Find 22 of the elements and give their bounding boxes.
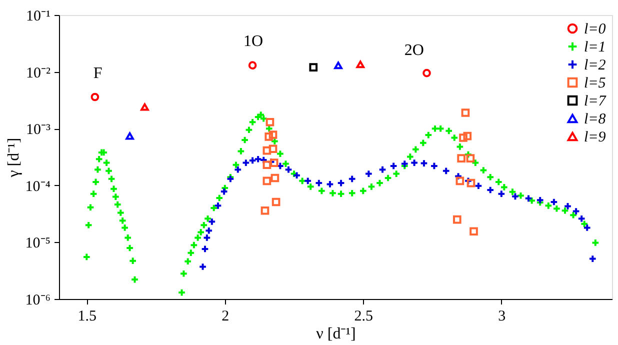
legend-label: l=7 — [584, 94, 608, 110]
y-tick-label: 10⁻² — [26, 65, 51, 82]
legend-label: l=8 — [584, 112, 606, 128]
legend-label: l=2 — [584, 58, 606, 74]
annotation: 2O — [404, 42, 424, 59]
x-tick-label: 1.5 — [78, 308, 97, 324]
y-tick-label: 10⁻¹ — [26, 8, 50, 24]
y-tick-label: 10⁻³ — [26, 122, 51, 138]
annotation: F — [93, 65, 102, 82]
x-tick-label: 3 — [498, 308, 506, 324]
legend-label: l=5 — [584, 76, 606, 92]
x-axis-title: ν [d⁻¹] — [316, 326, 356, 342]
legend-label: l=0 — [584, 22, 606, 38]
y-tick-label: 10⁻⁴ — [25, 178, 50, 195]
x-tick-label: 2.5 — [354, 308, 374, 324]
y-axis-title: γ [d⁻¹] — [5, 138, 22, 178]
y-tick-label: 10⁻⁶ — [25, 292, 50, 308]
x-tick-label: 2 — [222, 308, 230, 324]
legend-label: l=1 — [584, 40, 606, 56]
annotation: 1O — [243, 33, 264, 50]
y-tick-label: 10⁻⁵ — [25, 236, 50, 252]
legend-label: l=9 — [584, 130, 606, 146]
